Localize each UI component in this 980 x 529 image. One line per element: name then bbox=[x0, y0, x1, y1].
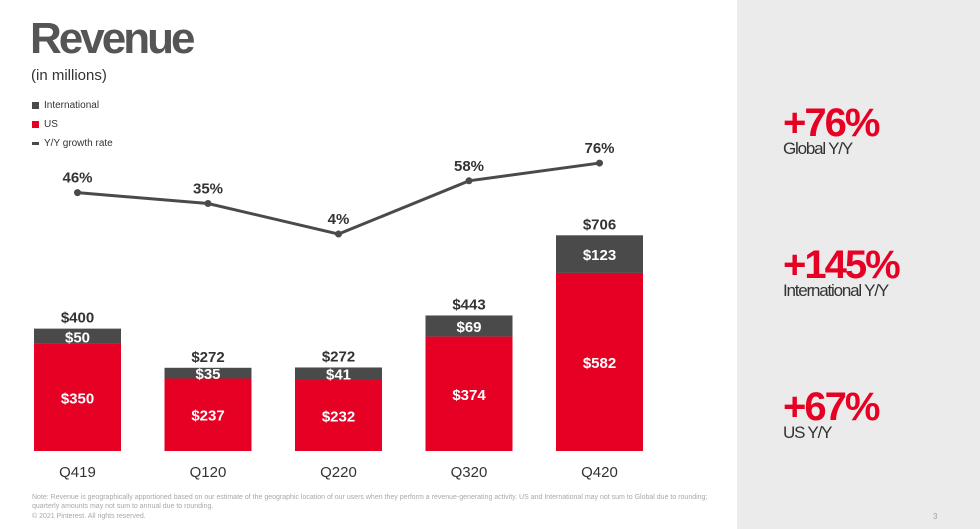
label-total-Q320: $443 bbox=[452, 296, 485, 313]
stat-value-international: +145% bbox=[783, 243, 901, 287]
legend-swatch-growth bbox=[32, 142, 39, 145]
tick-label-Q420: Q420 bbox=[581, 464, 618, 481]
growth-label-Q320: 58% bbox=[454, 158, 484, 175]
legend-label-us: US bbox=[44, 119, 58, 130]
label-international-Q220: $41 bbox=[326, 367, 351, 384]
growth-point-Q320 bbox=[465, 177, 473, 185]
stat-value-global: +76% bbox=[783, 101, 880, 145]
growth-label-Q419: 46% bbox=[62, 170, 92, 187]
label-us-Q419: $350 bbox=[61, 390, 94, 407]
label-international-Q420: $123 bbox=[583, 247, 616, 264]
stat-value-us: +67% bbox=[783, 385, 880, 429]
legend-swatch-international bbox=[32, 102, 39, 109]
legend-label-growth: Y/Y growth rate bbox=[44, 138, 113, 149]
growth-point-Q419 bbox=[74, 189, 81, 197]
bar-international-Q419 bbox=[34, 328, 121, 344]
growth-point-Q120 bbox=[204, 199, 212, 207]
stat-label-global: Global Y/Y bbox=[783, 139, 853, 158]
page-subtitle: (in millions) bbox=[31, 67, 107, 84]
growth-point-Q420 bbox=[596, 159, 603, 167]
label-international-Q120: $35 bbox=[195, 366, 220, 383]
bar-international-Q220 bbox=[295, 367, 382, 381]
footnote: Note: Revenue is geographically apportio… bbox=[32, 494, 708, 510]
label-international-Q419: $50 bbox=[65, 329, 90, 346]
tick-label-Q320: Q320 bbox=[451, 464, 488, 481]
bar-us-Q419 bbox=[34, 343, 121, 451]
tick-label-Q220: Q220 bbox=[320, 464, 357, 481]
bar-us-Q320 bbox=[425, 336, 513, 451]
label-total-Q220: $272 bbox=[322, 348, 355, 365]
stat-global: +76% Global Y/Y bbox=[783, 101, 880, 158]
legend-item-us: US bbox=[32, 115, 113, 134]
growth-point-Q220 bbox=[335, 230, 342, 238]
tick-label-Q120: Q120 bbox=[190, 464, 227, 481]
stats-panel bbox=[737, 0, 980, 529]
copyright: © 2021 Pinterest. All rights reserved. bbox=[32, 513, 146, 520]
label-us-Q320: $374 bbox=[452, 387, 486, 404]
label-us-Q120: $237 bbox=[191, 408, 224, 425]
label-international-Q320: $69 bbox=[456, 319, 481, 336]
stat-label-us: US Y/Y bbox=[783, 423, 832, 442]
page-title: Revenue bbox=[30, 14, 195, 63]
label-total-Q420: $706 bbox=[583, 216, 616, 233]
legend-item-growth: Y/Y growth rate bbox=[32, 134, 113, 153]
legend-item-international: International bbox=[32, 96, 113, 115]
main-panel: Revenue (in millions) International US Y… bbox=[30, 14, 708, 520]
growth-label-Q120: 35% bbox=[193, 180, 223, 197]
legend-swatch-us bbox=[32, 121, 39, 128]
growth-label-Q220: 4% bbox=[328, 211, 350, 228]
growth-label-Q420: 76% bbox=[584, 140, 614, 157]
tick-label-Q419: Q419 bbox=[59, 464, 96, 481]
bar-international-Q420 bbox=[556, 235, 643, 273]
stat-us: +67% US Y/Y bbox=[783, 385, 880, 442]
bar-us-Q420 bbox=[556, 272, 643, 451]
bar-international-Q120 bbox=[164, 367, 252, 379]
label-total-Q120: $272 bbox=[191, 349, 224, 366]
label-us-Q220: $232 bbox=[322, 409, 355, 426]
stat-label-international: International Y/Y bbox=[783, 281, 889, 300]
chart-legend: International US Y/Y growth rate bbox=[32, 96, 113, 153]
stat-international: +145% International Y/Y bbox=[783, 243, 901, 300]
bar-international-Q320 bbox=[425, 315, 513, 337]
bar-us-Q220 bbox=[295, 380, 382, 451]
bar-us-Q120 bbox=[164, 378, 252, 451]
legend-label-international: International bbox=[44, 100, 100, 111]
revenue-chart: $350$50$400Q419$237$35$272Q120$232$41$27… bbox=[34, 140, 643, 481]
label-total-Q419: $400 bbox=[61, 310, 94, 327]
page-number: 3 bbox=[933, 512, 938, 521]
label-us-Q420: $582 bbox=[583, 355, 616, 372]
